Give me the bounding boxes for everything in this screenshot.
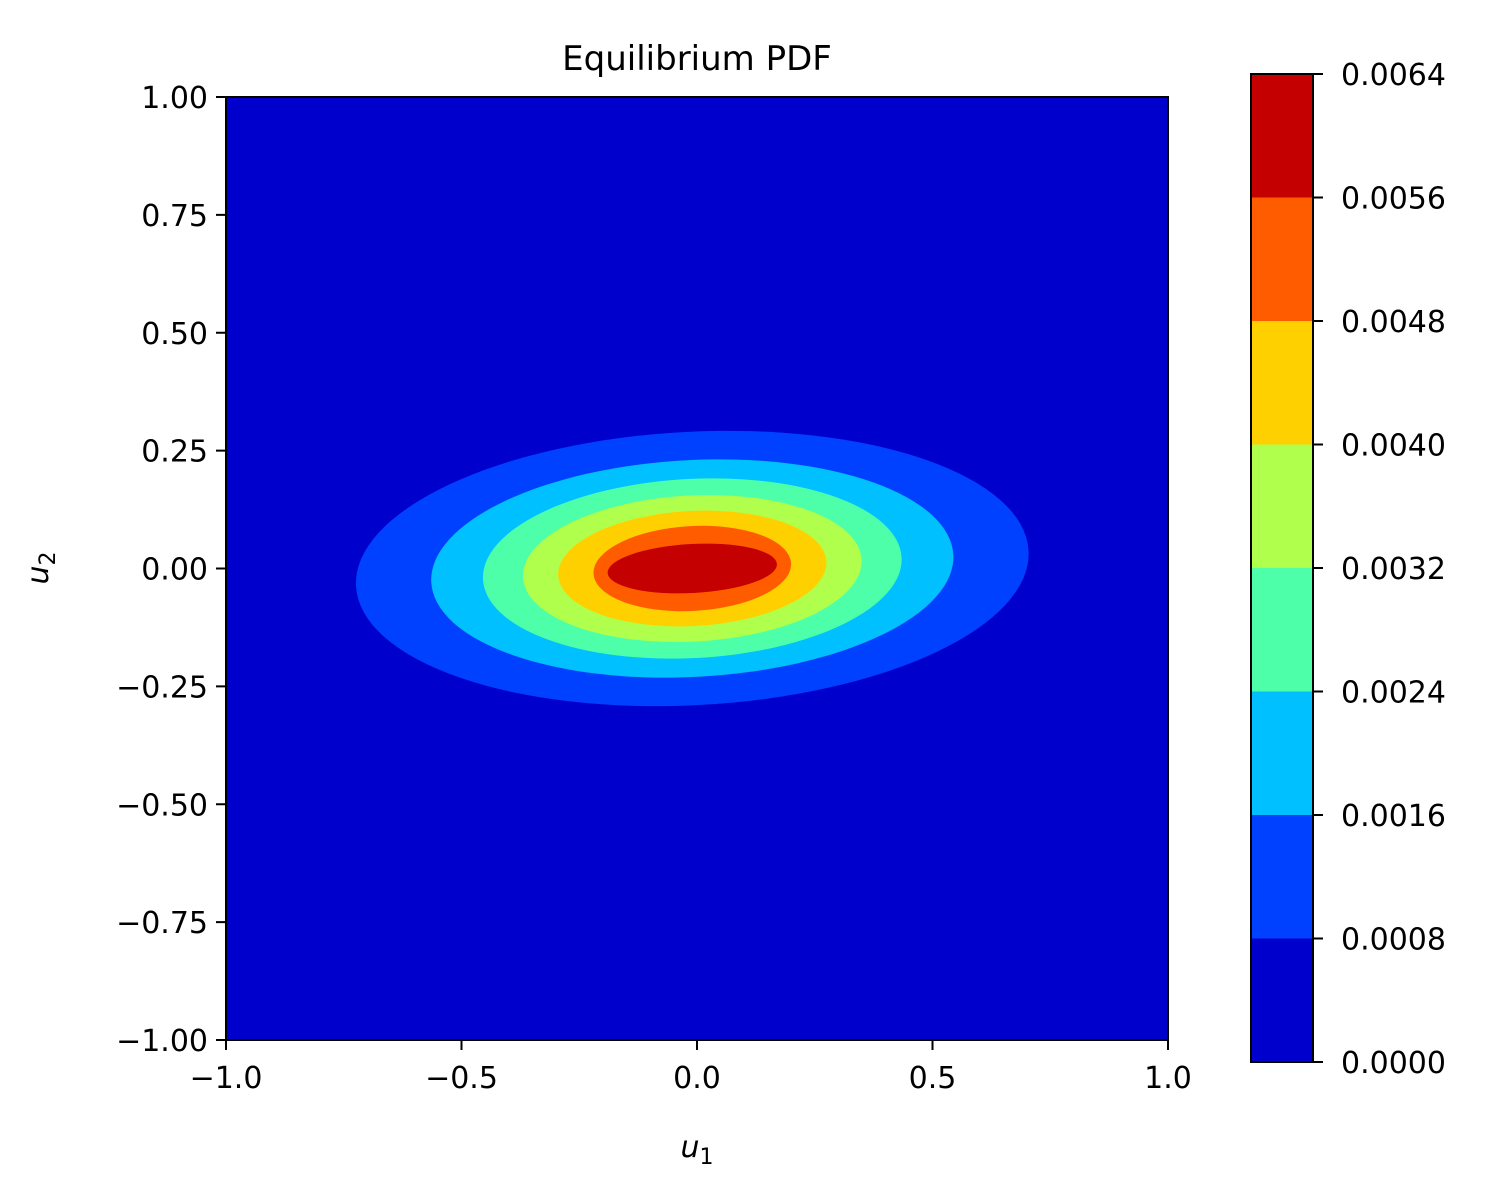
colorbar-tick-label: 0.0008: [1341, 923, 1446, 958]
colorbar-band-1: [1251, 938, 1313, 1062]
colorbar-band-8: [1251, 74, 1313, 198]
y-tick-label: 0.50: [141, 317, 208, 352]
colorbar-tick-label: 0.0040: [1341, 429, 1446, 464]
colorbar-tick-label: 0.0048: [1341, 305, 1446, 340]
x-tick-label: 0.5: [909, 1061, 957, 1096]
colorbar-tick-label: 0.0016: [1341, 799, 1446, 834]
contour-regions: [355, 430, 1029, 707]
x-tick-label: −0.5: [425, 1061, 498, 1096]
y-tick-label: −0.50: [116, 788, 208, 823]
colorbar-tick-label: 0.0032: [1341, 552, 1446, 587]
y-tick-label: 0.25: [141, 435, 208, 470]
chart-title: Equilibrium PDF: [562, 39, 832, 79]
x-axis-ticks: −1.0 −0.5 0.0 0.5 1.0: [190, 1040, 1192, 1096]
y-tick-label: −0.25: [116, 670, 208, 705]
colorbar-tick-label: 0.0024: [1341, 676, 1446, 711]
colorbar-band-7: [1251, 197, 1313, 321]
colorbar-tick-label: 0.0000: [1341, 1046, 1446, 1081]
y-tick-label: 0.00: [141, 553, 208, 588]
colorbar-tick-label: 0.0056: [1341, 182, 1446, 217]
colorbar: [1251, 74, 1313, 1062]
y-tick-label: 0.75: [141, 199, 208, 234]
colorbar-band-3: [1251, 691, 1313, 815]
colorbar-tick-label: 0.0064: [1341, 58, 1446, 93]
y-tick-label: 1.00: [141, 81, 208, 116]
colorbar-band-6: [1251, 321, 1313, 445]
y-tick-label: −0.75: [116, 906, 208, 941]
x-tick-label: 1.0: [1144, 1061, 1192, 1096]
colorbar-band-2: [1251, 815, 1313, 939]
x-tick-label: 0.0: [673, 1061, 721, 1096]
x-tick-label: −1.0: [190, 1061, 263, 1096]
x-axis-label: u1: [680, 1130, 713, 1170]
colorbar-band-4: [1251, 568, 1313, 692]
y-axis-ticks: 1.00 0.75 0.50 0.25 0.00 −0.25 −0.50 −0.75 −1.00: [116, 81, 226, 1059]
y-tick-label: −1.00: [116, 1024, 208, 1059]
contour-band-7: [607, 543, 777, 594]
y-axis-label: u2: [21, 551, 61, 584]
colorbar-ticks: 0.0000 0.0008 0.0016 0.0024 0.0032 0.0040 0.00…: [1313, 58, 1446, 1081]
colorbar-band-5: [1251, 444, 1313, 568]
